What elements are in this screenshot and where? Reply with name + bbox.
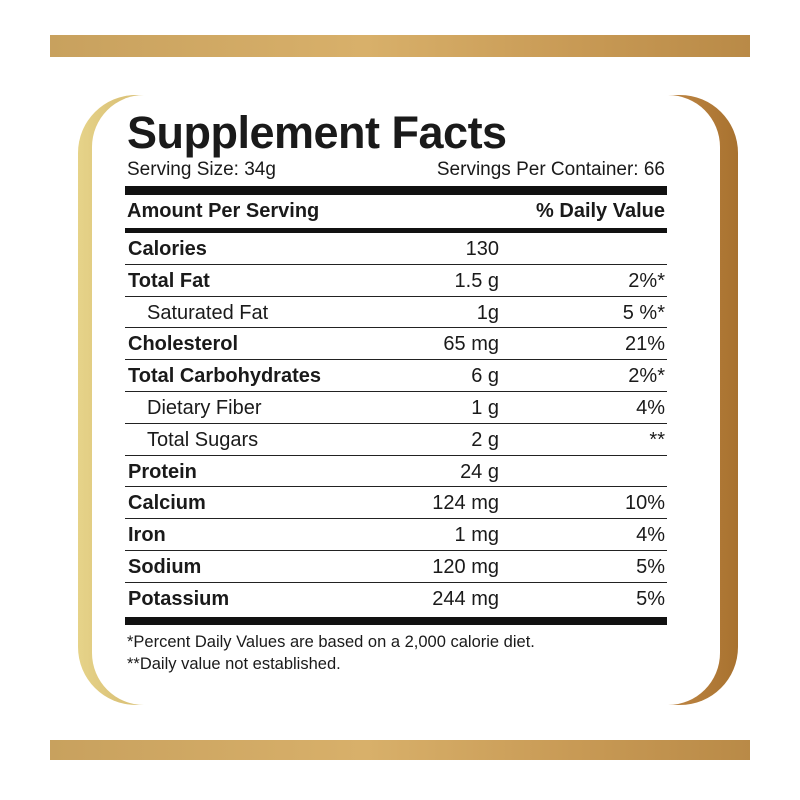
- serving-size: Serving Size: 34g: [127, 159, 276, 180]
- serving-info: Serving Size: 34g Servings Per Container…: [125, 158, 667, 182]
- nutrient-row-potassium: Potassium 244 mg 5%: [125, 583, 667, 615]
- nutrient-row-protein: Protein 24 g: [125, 456, 667, 488]
- nutrient-daily-value: 21%: [624, 333, 665, 356]
- nutrient-amount: 2 g: [471, 428, 499, 451]
- daily-value-header: % Daily Value: [536, 200, 665, 222]
- nutrient-amount: 1g: [476, 301, 499, 324]
- label-title: Supplement Facts: [127, 107, 507, 158]
- amount-per-serving-header: Amount Per Serving: [127, 200, 320, 222]
- nutrient-row-cholesterol: Cholesterol 65 mg 21%: [125, 328, 667, 361]
- nutrient-row-sodium: Sodium 120 mg 5%: [125, 551, 667, 583]
- nutrient-amount: 6 g: [471, 365, 499, 388]
- nutrient-name: Dietary Fiber: [147, 396, 262, 419]
- nutrient-name: Iron: [128, 524, 166, 547]
- nutrient-name: Potassium: [128, 587, 230, 610]
- nutrient-row-total-fat: Total Fat 1.5 g 2%*: [125, 265, 667, 297]
- footnotes: *Percent Daily Values are based on a 2,0…: [125, 631, 667, 675]
- nutrient-daily-value: 2%*: [628, 365, 665, 388]
- nutrient-amount: 1 mg: [454, 524, 499, 547]
- supplement-facts-label: Supplement Facts Serving Size: 34g Servi…: [125, 108, 667, 675]
- bottom-thick-rule: [125, 616, 667, 625]
- nutrient-row-calories: Calories 130: [125, 233, 667, 265]
- bottom-gold-bar: [50, 740, 750, 760]
- nutrient-name: Total Carbohydrates: [128, 365, 321, 388]
- medium-rule: [125, 228, 667, 233]
- nutrient-row-total-sugars: Total Sugars 2 g **: [125, 424, 667, 456]
- nutrient-daily-value: 2%*: [628, 269, 665, 292]
- nutrient-name: Calcium: [128, 492, 206, 515]
- nutrient-daily-value: 5%: [636, 555, 665, 578]
- nutrient-row-dietary-fiber: Dietary Fiber 1 g 4%: [125, 392, 667, 424]
- nutrient-name: Protein: [128, 460, 197, 483]
- footnote-not-established: **Daily value not established.: [127, 654, 341, 673]
- nutrient-daily-value: 10%: [624, 492, 665, 515]
- nutrient-amount: 1.5 g: [454, 269, 499, 292]
- nutrient-daily-value: 4%: [636, 396, 665, 419]
- nutrient-amount: 65 mg: [443, 333, 499, 356]
- nutrient-name: Saturated Fat: [147, 301, 269, 324]
- nutrient-amount: 24 g: [460, 460, 499, 483]
- nutrient-amount: 120 mg: [432, 555, 499, 578]
- nutrient-amount: 124 mg: [432, 492, 499, 515]
- nutrient-daily-value: **: [649, 428, 665, 451]
- nutrient-daily-value: 5 %*: [622, 301, 665, 324]
- nutrient-row-saturated-fat: Saturated Fat 1g 5 %*: [125, 297, 667, 329]
- nutrient-amount: 130: [465, 238, 499, 260]
- nutrient-amount: 244 mg: [432, 587, 499, 610]
- nutrient-row-total-carbohydrates: Total Carbohydrates 6 g 2%*: [125, 360, 667, 392]
- thick-rule: [125, 186, 667, 195]
- top-gold-bar: [50, 35, 750, 57]
- nutrient-name: Cholesterol: [128, 333, 239, 356]
- nutrient-name: Calories: [128, 238, 207, 260]
- nutrient-daily-value: 5%: [636, 587, 665, 610]
- nutrient-amount: 1 g: [471, 396, 499, 419]
- nutrient-row-calcium: Calcium 124 mg 10%: [125, 487, 667, 520]
- nutrient-row-iron: Iron 1 mg 4%: [125, 519, 667, 551]
- nutrient-name: Total Sugars: [147, 428, 259, 451]
- nutrient-name: Total Fat: [128, 269, 210, 292]
- nutrient-daily-value: 4%: [636, 524, 665, 547]
- servings-per-container: Servings Per Container: 66: [436, 159, 665, 180]
- nutrient-name: Sodium: [128, 555, 202, 578]
- footnote-daily-values: *Percent Daily Values are based on a 2,0…: [127, 632, 535, 651]
- label-card: [92, 95, 720, 705]
- column-header: Amount Per Serving % Daily Value: [125, 195, 667, 228]
